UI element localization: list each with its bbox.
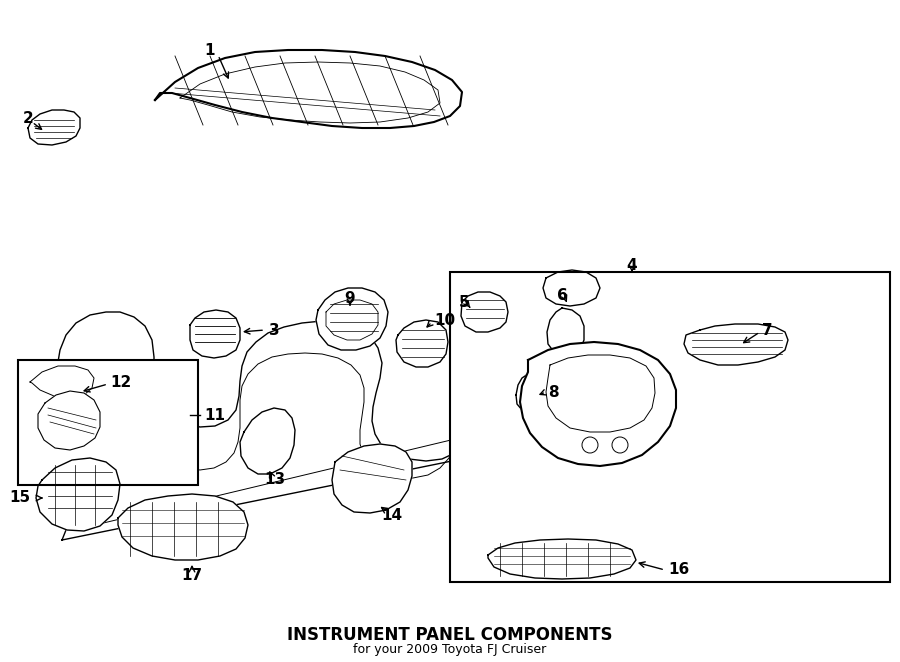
Text: 12: 12	[110, 375, 131, 389]
Polygon shape	[36, 458, 120, 531]
Polygon shape	[38, 391, 100, 450]
Text: 3: 3	[269, 322, 279, 338]
Bar	[450, 272, 890, 582]
Text: 5: 5	[459, 295, 469, 310]
Polygon shape	[316, 288, 388, 350]
Polygon shape	[28, 110, 80, 145]
Bar	[18, 360, 198, 485]
Text: 16: 16	[668, 563, 689, 577]
Polygon shape	[396, 320, 448, 367]
Polygon shape	[240, 408, 295, 474]
Polygon shape	[488, 539, 636, 579]
Text: 9: 9	[345, 291, 356, 305]
Polygon shape	[684, 324, 788, 365]
Text: 1: 1	[205, 42, 215, 58]
Text: 15: 15	[9, 491, 30, 506]
Text: 4: 4	[626, 258, 637, 273]
Polygon shape	[155, 50, 462, 128]
Text: 13: 13	[265, 473, 285, 487]
Polygon shape	[190, 310, 240, 358]
Text: 2: 2	[22, 111, 33, 126]
Text: 14: 14	[382, 508, 402, 522]
Polygon shape	[118, 494, 248, 560]
Circle shape	[612, 437, 628, 453]
Polygon shape	[520, 342, 676, 466]
Polygon shape	[461, 292, 508, 332]
Polygon shape	[57, 292, 818, 540]
Text: 7: 7	[762, 322, 772, 338]
Text: 6: 6	[556, 287, 567, 303]
Text: 8: 8	[548, 385, 559, 399]
Text: for your 2009 Toyota FJ Cruiser: for your 2009 Toyota FJ Cruiser	[354, 643, 546, 657]
Text: 10: 10	[434, 312, 455, 328]
Text: 11: 11	[204, 408, 225, 422]
Circle shape	[582, 437, 598, 453]
Polygon shape	[332, 444, 412, 513]
Text: 17: 17	[182, 567, 202, 583]
Text: INSTRUMENT PANEL COMPONENTS: INSTRUMENT PANEL COMPONENTS	[287, 626, 613, 644]
